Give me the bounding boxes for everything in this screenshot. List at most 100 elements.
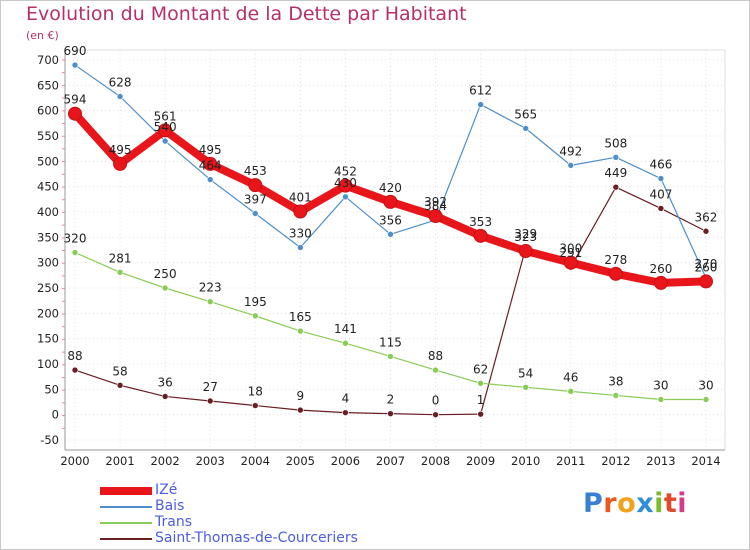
data-label-ize: 392 bbox=[424, 195, 447, 209]
data-label-saint-thomas: 407 bbox=[649, 187, 672, 201]
data-label-bais: 464 bbox=[199, 159, 222, 173]
data-label-ize: 278 bbox=[604, 253, 627, 267]
x-tick-label: 2009 bbox=[466, 454, 495, 468]
x-tick-label: 2002 bbox=[150, 454, 179, 468]
data-point-trans bbox=[612, 392, 620, 399]
data-label-saint-thomas: 18 bbox=[248, 385, 263, 399]
data-label-trans: 195 bbox=[244, 295, 267, 309]
data-label-bais: 690 bbox=[64, 44, 87, 58]
data-point-bais bbox=[161, 137, 169, 145]
y-tick-label: 350 bbox=[37, 230, 59, 244]
data-point-ize bbox=[383, 194, 398, 209]
data-point-saint-thomas bbox=[251, 402, 259, 409]
y-tick-label: 250 bbox=[37, 281, 59, 295]
data-point-bais bbox=[387, 230, 394, 238]
legend-label-saint-thomas: Saint-Thomas-de-Courceriers bbox=[155, 530, 358, 546]
data-point-bais bbox=[612, 153, 620, 161]
data-label-trans: 223 bbox=[199, 281, 222, 295]
x-tick-label: 2012 bbox=[601, 454, 630, 468]
x-tick-label: 2008 bbox=[421, 454, 450, 468]
data-point-trans bbox=[387, 353, 394, 360]
data-label-ize: 260 bbox=[695, 260, 718, 274]
data-point-ize bbox=[113, 156, 128, 171]
y-tick-label: -50 bbox=[40, 433, 59, 447]
logo-letter: P bbox=[583, 488, 604, 519]
x-tick-label: 2001 bbox=[105, 454, 134, 468]
y-tick-label: 50 bbox=[44, 382, 59, 396]
data-point-ize bbox=[518, 244, 533, 259]
legend-swatch-bais bbox=[100, 506, 152, 508]
data-point-saint-thomas bbox=[387, 410, 394, 417]
data-point-ize bbox=[428, 209, 443, 224]
data-point-saint-thomas bbox=[161, 393, 169, 400]
x-tick-label: 2007 bbox=[376, 454, 405, 468]
data-label-ize: 495 bbox=[199, 143, 222, 157]
data-point-ize bbox=[563, 255, 578, 270]
data-label-ize: 594 bbox=[64, 93, 87, 107]
data-point-trans bbox=[702, 396, 710, 403]
data-label-saint-thomas: 4 bbox=[342, 392, 350, 406]
data-point-trans bbox=[206, 298, 214, 305]
data-point-trans bbox=[116, 268, 124, 276]
logo-letter: o bbox=[617, 488, 637, 519]
y-tick-label: 300 bbox=[37, 256, 59, 270]
data-point-trans bbox=[657, 396, 665, 403]
data-label-trans: 250 bbox=[154, 267, 177, 281]
x-tick-label: 2006 bbox=[331, 454, 360, 468]
data-point-ize bbox=[68, 106, 82, 121]
data-label-bais: 628 bbox=[109, 75, 132, 89]
data-point-ize bbox=[653, 275, 668, 290]
data-point-saint-thomas bbox=[657, 205, 665, 212]
data-point-bais bbox=[71, 61, 79, 69]
data-label-ize: 453 bbox=[244, 164, 267, 178]
y-tick-label: 400 bbox=[37, 205, 59, 219]
data-label-ize: 561 bbox=[154, 109, 177, 123]
data-label-bais: 508 bbox=[604, 136, 627, 150]
y-tick-label: 700 bbox=[37, 53, 59, 67]
y-tick-label: 450 bbox=[37, 180, 59, 194]
x-tick-label: 2004 bbox=[241, 454, 270, 468]
data-label-trans: 320 bbox=[64, 232, 87, 246]
x-tick-label: 2011 bbox=[556, 454, 585, 468]
data-point-trans bbox=[71, 249, 79, 256]
data-label-bais: 430 bbox=[334, 176, 357, 190]
data-label-saint-thomas: 2 bbox=[387, 393, 395, 407]
data-label-ize: 420 bbox=[379, 181, 402, 195]
data-label-saint-thomas: 362 bbox=[695, 210, 718, 224]
data-point-ize bbox=[608, 266, 623, 281]
chart-title: Evolution du Montant de la Dette par Hab… bbox=[26, 3, 467, 25]
data-point-saint-thomas bbox=[612, 183, 620, 191]
data-point-saint-thomas bbox=[71, 366, 79, 374]
data-point-trans bbox=[477, 379, 484, 387]
x-tick-label: 2000 bbox=[60, 454, 89, 468]
data-label-ize: 452 bbox=[334, 165, 357, 179]
data-label-trans: 30 bbox=[653, 378, 668, 392]
data-point-ize bbox=[248, 178, 263, 193]
data-point-bais bbox=[342, 193, 349, 201]
x-tick-label: 2005 bbox=[286, 454, 315, 468]
data-point-saint-thomas bbox=[116, 381, 124, 389]
data-point-saint-thomas bbox=[477, 410, 484, 418]
data-label-bais: 397 bbox=[244, 193, 267, 207]
data-point-trans bbox=[161, 284, 169, 292]
data-label-trans: 141 bbox=[334, 322, 357, 336]
logo-letter: i bbox=[677, 488, 688, 519]
legend-swatch-ize bbox=[100, 487, 152, 495]
x-tick-label: 2014 bbox=[691, 454, 720, 468]
logo-letter: x bbox=[636, 488, 655, 519]
proxiti-logo: Proxiti bbox=[583, 488, 687, 519]
data-label-saint-thomas: 449 bbox=[604, 166, 627, 180]
logo-letter: r bbox=[603, 488, 618, 519]
data-label-saint-thomas: 1 bbox=[477, 393, 485, 407]
data-label-ize: 401 bbox=[289, 190, 312, 204]
x-tick-label: 2003 bbox=[196, 454, 225, 468]
data-label-trans: 165 bbox=[289, 310, 312, 324]
data-point-bais bbox=[477, 101, 484, 108]
chart-unit-label: (en €) bbox=[26, 29, 59, 42]
data-label-trans: 62 bbox=[473, 362, 488, 376]
data-label-saint-thomas: 291 bbox=[559, 246, 582, 260]
data-point-trans bbox=[342, 339, 349, 347]
data-label-bais: 612 bbox=[469, 84, 492, 98]
data-point-bais bbox=[206, 176, 214, 183]
data-label-bais: 356 bbox=[379, 213, 402, 227]
